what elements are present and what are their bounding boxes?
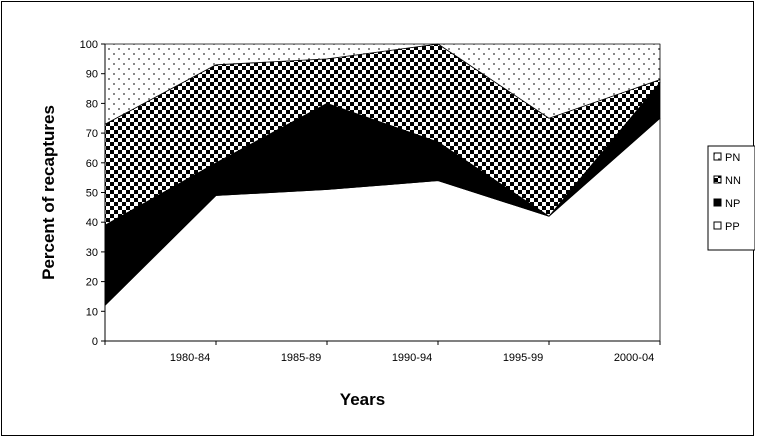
y-tick-label: 0 [92, 336, 98, 348]
y-tick-label: 90 [86, 69, 98, 81]
y-tick-label: 70 [86, 128, 98, 140]
legend-box [707, 145, 755, 251]
legend-label-pn: PN [725, 152, 740, 164]
y-tick-label: 20 [86, 277, 98, 289]
y-tick-label: 50 [86, 188, 98, 200]
x-tick-label: 1995-99 [503, 352, 543, 364]
y-tick-label: 80 [86, 98, 98, 110]
x-tick-label: 2000-04 [614, 352, 654, 364]
y-tick-label: 60 [86, 158, 98, 170]
x-tick-label: 1990-94 [392, 352, 432, 364]
legend-swatch-np [713, 198, 722, 207]
y-tick-label: 10 [86, 306, 98, 318]
x-tick-label: 1980-84 [170, 352, 210, 364]
x-axis-title: Years [340, 390, 385, 409]
legend-swatch-pn [713, 152, 722, 161]
legend-label-np: NP [725, 198, 740, 210]
areas-layer [104, 43, 661, 342]
y-tick-label: 30 [86, 247, 98, 259]
legend-label-nn: NN [725, 175, 741, 187]
y-tick-label: 100 [80, 39, 98, 51]
area-series-pn [104, 43, 661, 125]
legend: PN NN NP PP [707, 145, 755, 251]
x-tick-label: 1985-89 [281, 352, 321, 364]
legend-swatch-pp [713, 221, 722, 230]
y-tick-label: 40 [86, 217, 98, 229]
ticks-layer: 0 10 20 30 40 50 60 70 80 90 100 1980-84 1985-89 1990… [80, 39, 661, 364]
legend-label-pp: PP [725, 221, 740, 233]
legend-swatch-nn [713, 175, 722, 184]
y-axis-title: Percent of recaptures [39, 105, 58, 280]
